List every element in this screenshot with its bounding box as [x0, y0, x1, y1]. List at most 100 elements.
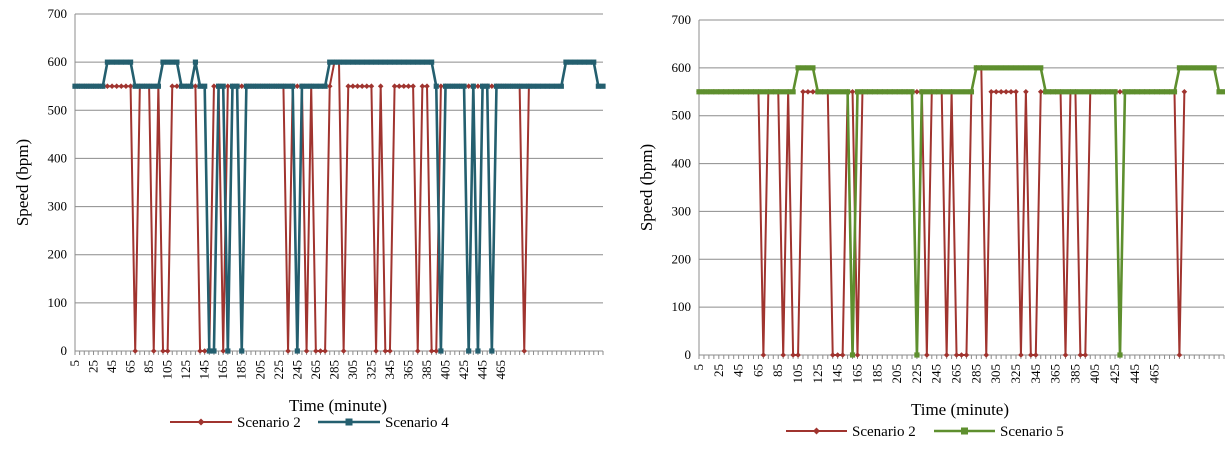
x-tick-label: 305: [988, 364, 1003, 384]
data-point: [211, 83, 217, 90]
data-point: [331, 59, 337, 65]
data-point: [410, 83, 416, 90]
data-point: [530, 83, 537, 89]
data-point: [382, 348, 389, 354]
data-point: [815, 89, 821, 95]
data-point: [829, 352, 836, 358]
data-point: [387, 59, 393, 65]
data-point: [151, 83, 157, 89]
data-point: [1137, 89, 1143, 95]
data-point: [701, 89, 707, 95]
data-point: [1181, 65, 1187, 71]
x-tick-label: 345: [382, 360, 397, 380]
y-tick-label: 300: [48, 199, 68, 214]
data-point: [77, 83, 83, 89]
data-point: [452, 83, 458, 89]
x-tick-label: 5: [691, 364, 706, 371]
data-point: [169, 83, 176, 90]
x-tick-label: 405: [438, 360, 453, 380]
data-point: [953, 352, 960, 358]
data-point: [123, 59, 129, 65]
data-point: [1062, 89, 1069, 95]
data-point: [109, 59, 115, 65]
data-point: [428, 348, 435, 354]
x-tick-label: 25: [86, 360, 101, 373]
x-tick-label: 105: [790, 364, 805, 384]
data-point: [368, 59, 375, 65]
data-point: [577, 59, 583, 65]
data-point: [1028, 65, 1034, 71]
data-point: [456, 83, 463, 89]
data-point: [849, 352, 856, 358]
x-tick-label: 425: [1107, 364, 1122, 384]
data-point: [391, 83, 398, 90]
data-point: [220, 348, 227, 354]
data-point: [354, 83, 361, 90]
data-point: [909, 89, 915, 95]
data-point: [554, 83, 560, 89]
data-point: [914, 352, 920, 358]
data-point: [780, 89, 786, 95]
data-point: [696, 89, 702, 95]
data-point: [934, 89, 940, 95]
data-point: [1117, 88, 1123, 95]
y-tick-label: 600: [48, 54, 68, 69]
x-tick-label: 5: [67, 360, 82, 367]
x-tick-label: 25: [711, 364, 726, 377]
data-point: [790, 352, 796, 358]
data-point: [1008, 88, 1014, 95]
data-point: [410, 59, 416, 65]
data-point: [983, 352, 990, 358]
x-tick-label: 165: [849, 364, 864, 384]
data-point: [192, 83, 199, 90]
data-point: [963, 352, 970, 358]
data-point: [726, 89, 732, 95]
data-point: [503, 83, 509, 89]
x-tick-label: 465: [493, 360, 508, 380]
data-point: [790, 89, 796, 95]
data-point: [968, 89, 975, 95]
data-point: [745, 89, 752, 95]
data-point: [359, 83, 365, 90]
data-point: [879, 89, 885, 95]
data-point: [805, 88, 811, 95]
data-point: [1161, 89, 1168, 95]
data-point: [849, 88, 856, 95]
data-point: [188, 83, 194, 89]
data-point: [1152, 89, 1158, 95]
data-point: [1201, 65, 1207, 71]
data-point: [266, 83, 273, 89]
data-point: [1191, 65, 1197, 71]
x-tick-label: 365: [1048, 364, 1063, 384]
legend-marker: [961, 427, 968, 435]
data-point: [359, 59, 365, 65]
data-point: [276, 83, 282, 89]
data-point: [489, 83, 495, 90]
data-point: [405, 83, 412, 90]
data-point: [760, 352, 767, 358]
data-point: [484, 83, 490, 89]
data-point: [465, 83, 472, 90]
data-point: [377, 83, 384, 90]
data-point: [368, 83, 375, 90]
data-point: [317, 348, 324, 354]
data-point: [322, 348, 328, 354]
data-point: [220, 83, 226, 89]
data-point: [521, 348, 528, 354]
data-point: [164, 348, 171, 354]
data-point: [345, 59, 351, 65]
data-point: [299, 83, 305, 89]
data-point: [1107, 89, 1113, 95]
data-point: [567, 59, 574, 65]
data-point: [433, 83, 439, 89]
data-point: [1122, 89, 1128, 95]
data-point: [958, 352, 965, 358]
data-point: [1102, 89, 1108, 95]
data-point: [174, 83, 180, 90]
data-point: [1003, 88, 1009, 95]
x-tick-label: 365: [400, 360, 415, 380]
x-tick-label: 405: [1087, 364, 1102, 384]
data-point: [90, 83, 97, 89]
data-point: [132, 348, 139, 354]
